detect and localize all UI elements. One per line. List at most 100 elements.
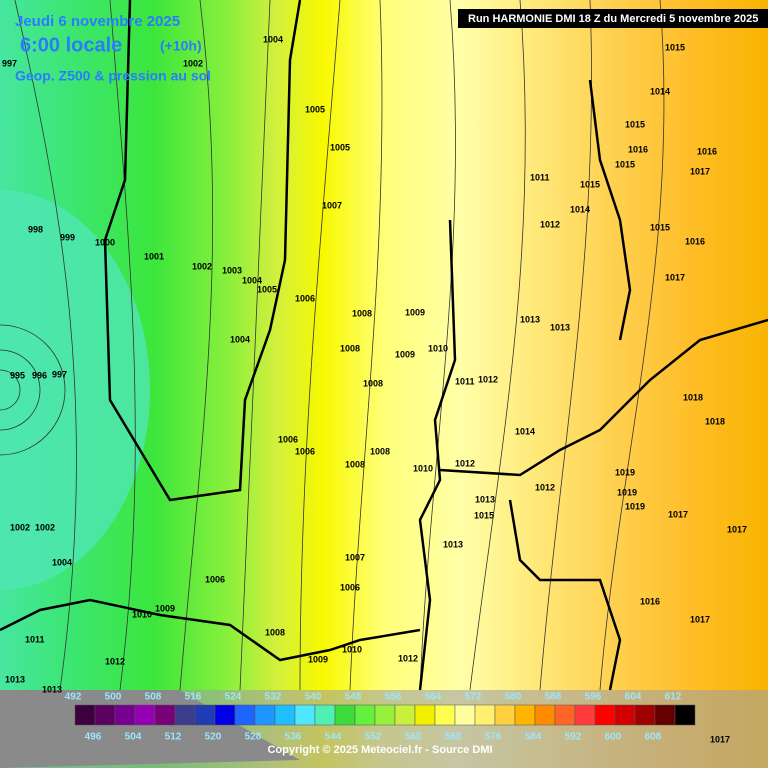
color-swatch <box>254 704 276 726</box>
isobar-label: 1004 <box>263 34 283 44</box>
isobar-label: 1009 <box>308 654 328 664</box>
isobar-label: 1011 <box>25 634 45 644</box>
isobar-label: 1004 <box>242 275 262 285</box>
isobar-label: 998 <box>28 224 43 234</box>
isobar-label: 997 <box>52 369 67 379</box>
color-swatch <box>74 704 96 726</box>
color-swatch <box>674 704 696 726</box>
color-swatch <box>494 704 516 726</box>
isobar-label: 1012 <box>398 653 418 663</box>
isobar-label: 1009 <box>395 349 415 359</box>
isobar-label: 1005 <box>330 142 350 152</box>
colorbar-top-label: 532 <box>265 692 282 703</box>
colorbar-bottom-label: 584 <box>525 732 542 743</box>
isobar-label: 1017 <box>668 509 688 519</box>
isobar-label: 1011 <box>455 376 475 386</box>
colorbar-top-label: 572 <box>465 692 482 703</box>
isobar-label: 1008 <box>340 343 360 353</box>
color-swatch <box>514 704 536 726</box>
isobar-label: 1002 <box>183 58 203 68</box>
colorbar-bottom-label: 592 <box>565 732 582 743</box>
isobar-label: 1008 <box>363 378 383 388</box>
color-swatch <box>434 704 456 726</box>
isobar-label: 996 <box>32 370 47 380</box>
isobar-label: 1017 <box>665 272 685 282</box>
color-swatch <box>454 704 476 726</box>
isobar-label: 1009 <box>405 307 425 317</box>
isobar-label: 1017 <box>690 166 710 176</box>
isobar-label: 995 <box>10 370 25 380</box>
colorbar-bottom-label: 528 <box>245 732 262 743</box>
isobar-label: 1013 <box>520 314 540 324</box>
isobar-label: 1017 <box>727 524 747 534</box>
colorbar-top-label: 580 <box>505 692 522 703</box>
colorbar-bottom-label: 520 <box>205 732 222 743</box>
isobar-label: 1014 <box>570 204 590 214</box>
color-swatch <box>534 704 556 726</box>
isobar-label: 1012 <box>105 656 125 666</box>
color-swatch <box>274 704 296 726</box>
colorbar-top-label: 596 <box>585 692 602 703</box>
color-swatch <box>474 704 496 726</box>
isobar-label: 1008 <box>265 627 285 637</box>
date: Jeudi 6 novembre 2025 <box>15 13 180 30</box>
isobar-label: 1005 <box>257 284 277 294</box>
isobars <box>0 0 665 691</box>
colorbar-top-label: 556 <box>385 692 402 703</box>
color-swatch <box>214 704 236 726</box>
isobar-label: 1006 <box>340 582 360 592</box>
isobar-label: 1010 <box>428 343 448 353</box>
colorbar-top-label: 508 <box>145 692 162 703</box>
colorbar-bottom-label: 568 <box>445 732 462 743</box>
isobar-label: 1013 <box>475 494 495 504</box>
isobar-label: 1002 <box>192 261 212 271</box>
colorbar-bottom-label: 504 <box>125 732 142 743</box>
isobar-label: 1004 <box>230 334 250 344</box>
isobar-label: 1016 <box>628 144 648 154</box>
isobar-label: 1012 <box>478 374 498 384</box>
isobar-label: 1007 <box>322 200 342 210</box>
colorbar-top-label: 588 <box>545 692 562 703</box>
isobar-label: 1014 <box>650 86 670 96</box>
isobar-label: 1013 <box>5 674 25 684</box>
country-borders <box>0 0 768 691</box>
colorbar-top-label: 564 <box>425 692 442 703</box>
color-swatch <box>394 704 416 726</box>
colorbar-top-label: 548 <box>345 692 362 703</box>
isobar-label: 999 <box>60 232 75 242</box>
isobar-label: 1013 <box>550 322 570 332</box>
color-swatch <box>374 704 396 726</box>
isobar-label: 1003 <box>222 265 242 275</box>
isobar-label: 997 <box>2 58 17 68</box>
isobar-label: 1006 <box>205 574 225 584</box>
isobar-label: 1008 <box>352 308 372 318</box>
isobar-label: 1019 <box>625 501 645 511</box>
isobar-label: 1011 <box>530 172 550 182</box>
isobar-label: 1014 <box>515 426 535 436</box>
isobar-label: 1015 <box>665 42 685 52</box>
color-swatch <box>574 704 596 726</box>
colorbar: 492 500 508 516 524 532 540 548 556 564 572 580 588 5… <box>65 692 696 743</box>
isobar-label: 1007 <box>345 552 365 562</box>
isobar-label: 1006 <box>295 446 315 456</box>
run-info: Run HARMONIE DMI 18 Z du Mercredi 5 nove… <box>468 13 758 25</box>
colorbar-top-label: 604 <box>625 692 642 703</box>
color-swatch <box>134 704 156 726</box>
colorbar-bottom-label: 536 <box>285 732 302 743</box>
colorbar-bottom-label: 552 <box>365 732 382 743</box>
colorbar-bottom-label: 560 <box>405 732 422 743</box>
colorbar-top-label: 516 <box>185 692 202 703</box>
product: Geop. Z500 & pression au sol <box>15 68 211 84</box>
offset: (+10h) <box>160 38 202 54</box>
isobar-label: 1004 <box>52 557 72 567</box>
colorbar-top-label: 540 <box>305 692 322 703</box>
isobar-label: 1002 <box>35 522 55 532</box>
color-swatch <box>234 704 256 726</box>
copyright: Copyright © 2025 Meteociel.fr - Source D… <box>267 744 492 756</box>
color-swatch <box>654 704 676 726</box>
isobar-label: 1017 <box>710 734 730 744</box>
color-swatch <box>334 704 356 726</box>
isobar-label: 1012 <box>535 482 555 492</box>
isobar-label: 1009 <box>155 603 175 613</box>
